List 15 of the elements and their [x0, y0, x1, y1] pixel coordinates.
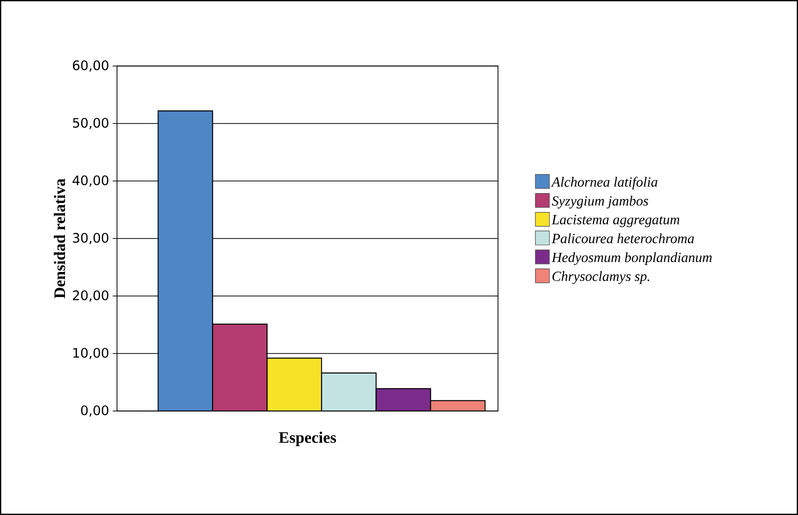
- y-tick-label: 50,00: [72, 118, 108, 130]
- y-tick-label: 30,00: [72, 232, 108, 244]
- legend-label: Syzygium jambos: [552, 196, 648, 209]
- legend-label: Palicourea heterochroma: [552, 233, 694, 244]
- y-axis-title: Densidad relativa: [54, 178, 66, 298]
- x-axis-title: Especies: [278, 432, 336, 446]
- y-tick-label: 40,00: [72, 175, 108, 187]
- legend-label: Hedyosmum bonplandianum: [552, 252, 712, 266]
- y-tick-label: 60,00: [72, 60, 108, 72]
- y-tick-label: 10,00: [73, 348, 108, 360]
- legend-label: Chrysoclamys sp.: [552, 271, 650, 284]
- legend-label: Alchornea latifolia: [550, 176, 658, 190]
- legend-label: Lacistema aggregatum: [552, 214, 680, 228]
- y-tick-label: 20,00: [72, 290, 108, 302]
- y-tick-label: 0,00: [81, 405, 108, 417]
